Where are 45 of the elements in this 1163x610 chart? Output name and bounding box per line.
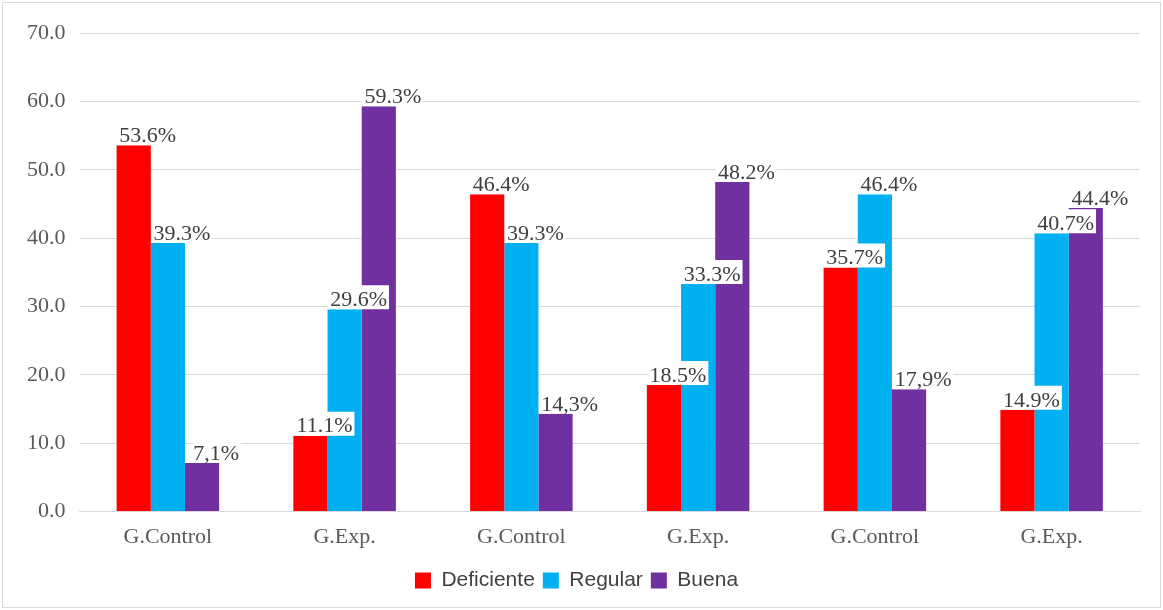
y-tick-label: 0.0: [38, 497, 66, 523]
bar: [150, 242, 185, 512]
y-tick-label: 20.0: [27, 360, 66, 386]
data-label: 53.6%: [119, 121, 177, 147]
bar: [504, 242, 539, 512]
bar: [184, 463, 220, 512]
data-label: 46.4%: [860, 171, 918, 197]
data-label: 40.7%: [1037, 210, 1095, 236]
data-label: 7,1%: [193, 439, 239, 465]
x-tick-label: G.Control: [477, 522, 566, 548]
data-label: 11.1%: [296, 412, 353, 438]
y-tick-label: 60.0: [27, 87, 66, 113]
y-tick-label: 10.0: [27, 429, 66, 455]
data-label: 48.2%: [717, 158, 775, 184]
data-label: 18.5%: [649, 361, 707, 387]
data-label: 39.3%: [506, 219, 564, 245]
data-label: 17,9%: [894, 366, 952, 391]
data-label: 46.4%: [472, 171, 530, 197]
x-tick-label: G.Control: [123, 522, 213, 548]
data-label: 59.3%: [364, 82, 422, 108]
data-label: 29.6%: [330, 286, 388, 311]
legend-label: Buena: [677, 567, 739, 591]
bar: [1000, 409, 1035, 512]
data-label: 14,3%: [541, 390, 598, 416]
data-label: 35.7%: [826, 244, 884, 270]
y-tick-label: 70.0: [27, 18, 66, 44]
y-tick-label: 40.0: [27, 223, 66, 249]
bar: [470, 194, 505, 512]
data-label: 33.3%: [683, 260, 741, 286]
y-tick-label: 30.0: [27, 292, 66, 318]
bar: [538, 413, 573, 512]
x-tick-label: G.Exp.: [1020, 522, 1083, 548]
data-label: 39.3%: [153, 219, 211, 245]
data-label: 44.4%: [1071, 184, 1129, 210]
legend-label: Deficiente: [441, 567, 535, 591]
y-tick-label: 50.0: [27, 155, 66, 181]
legend-label: Regular: [569, 567, 643, 591]
x-tick-label: G.Exp.: [313, 522, 376, 548]
x-tick-label: G.Control: [830, 522, 920, 548]
bar: [823, 267, 858, 512]
bar: [116, 145, 151, 512]
x-tick-label: G.Exp.: [666, 522, 730, 548]
bar: [293, 435, 328, 512]
bar: [646, 385, 682, 512]
data-label: 14.9%: [1003, 386, 1060, 412]
